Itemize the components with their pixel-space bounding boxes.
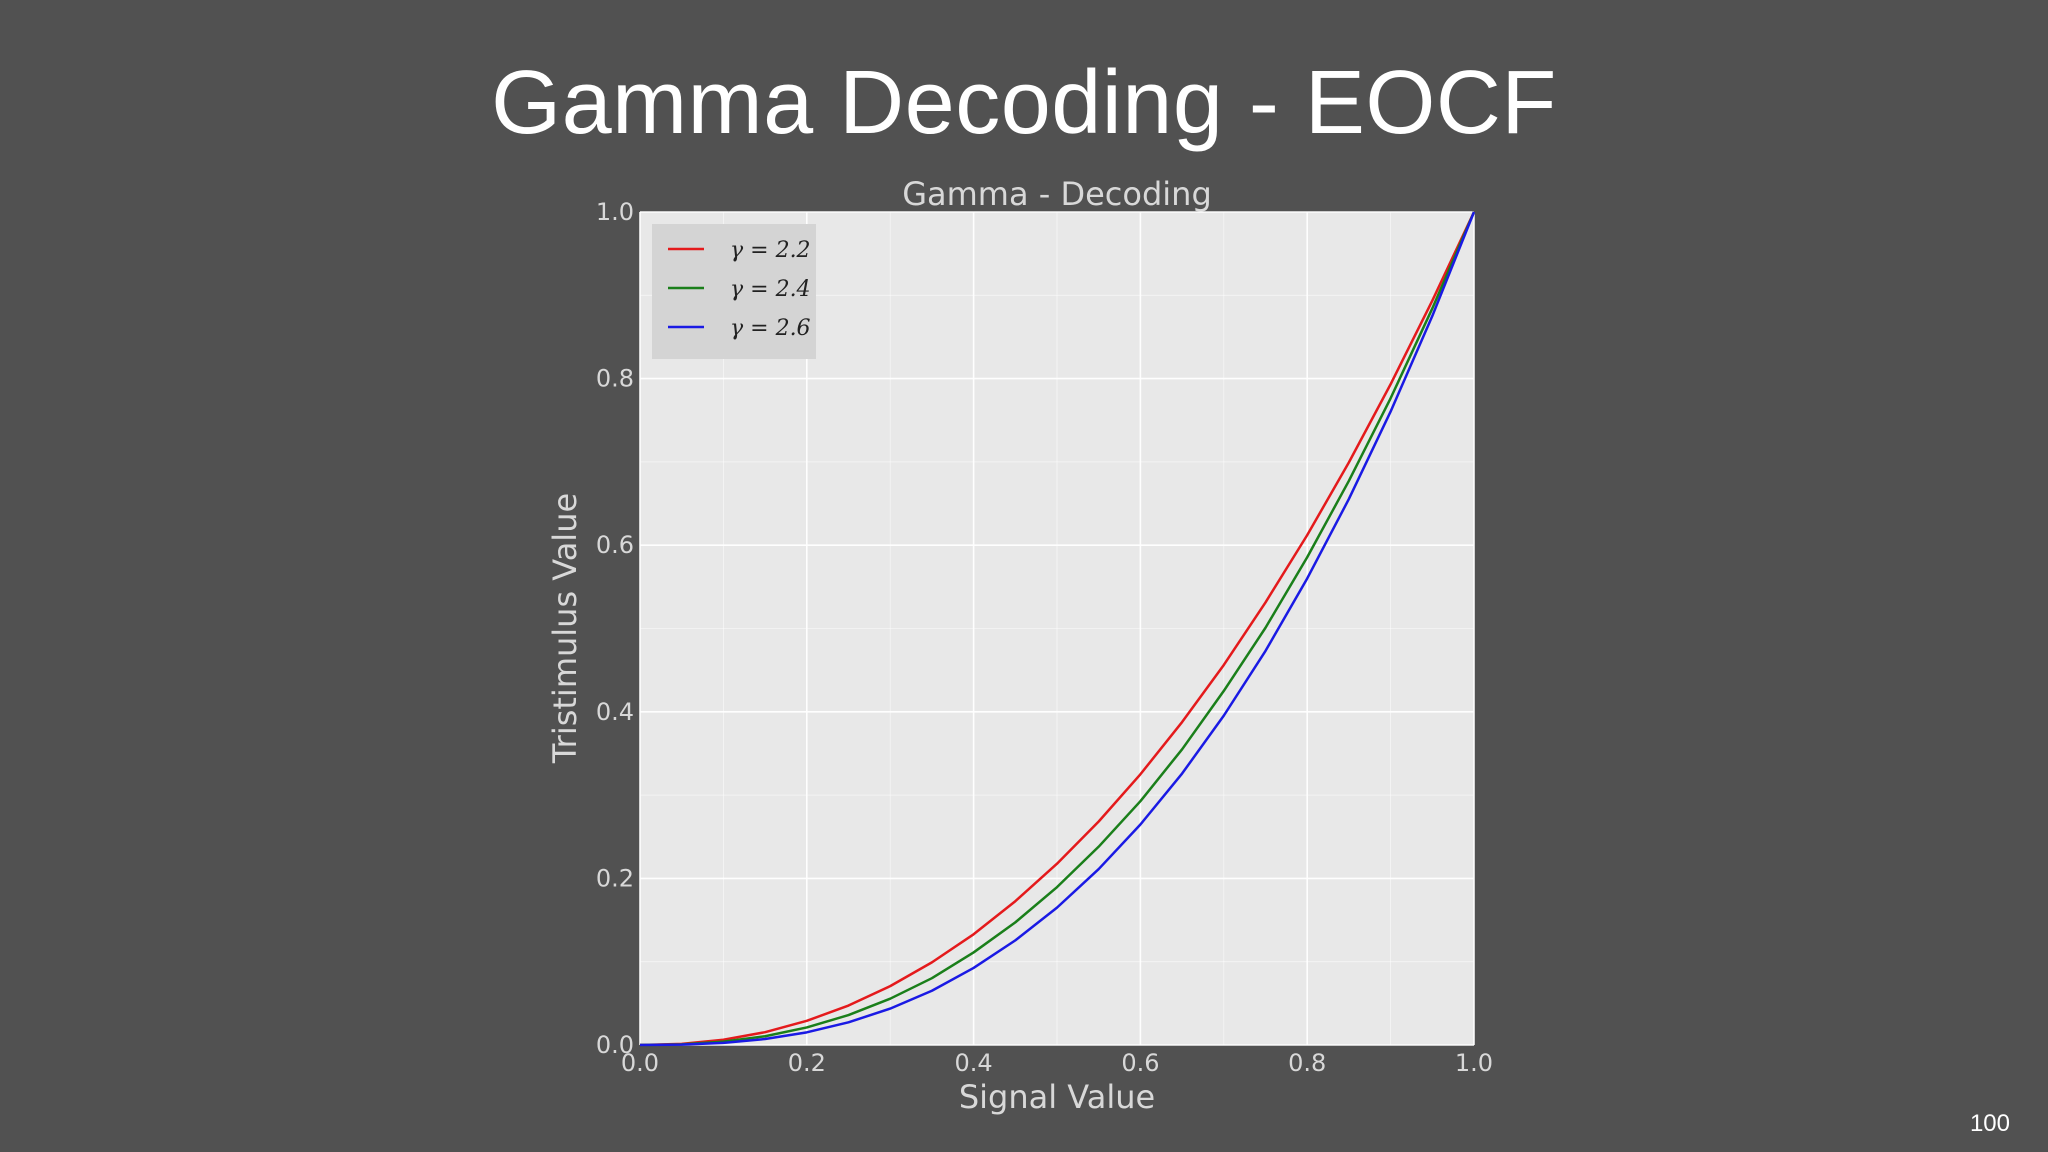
page-number: 100 (1969, 1110, 2010, 1137)
x-axis-label: Signal Value (959, 1078, 1155, 1116)
series-line-1 (639, 211, 1476, 1047)
slide-title: Gamma Decoding - EOCF (491, 53, 1557, 153)
legend: γ = 2.2 γ = 2.4 γ = 2.6 (652, 224, 816, 359)
series-line-3 (639, 211, 1476, 1047)
y-tick-label: 0.8 (596, 365, 634, 393)
y-axis-label: Tristimulus Value (546, 493, 584, 764)
x-tick-label: 0.6 (1121, 1049, 1159, 1077)
y-tick-label: 0.2 (596, 864, 634, 892)
x-tick-label: 0.2 (788, 1049, 826, 1077)
legend-label: γ = 2.4 (730, 277, 811, 302)
legend-label: γ = 2.6 (730, 316, 811, 341)
y-tick-label: 0.6 (596, 531, 634, 559)
y-tick-label: 0.4 (596, 698, 634, 726)
x-tick-label: 1.0 (1455, 1049, 1493, 1077)
y-tick-label: 1.0 (596, 198, 634, 226)
x-axis-ticks: 0.0 0.2 0.4 0.6 0.8 1.0 (621, 1049, 1493, 1077)
legend-box (652, 224, 816, 359)
series-lines (639, 211, 1476, 1047)
x-tick-label: 0.4 (955, 1049, 993, 1077)
series-line-2 (639, 211, 1476, 1047)
y-axis-ticks: 0.0 0.2 0.4 0.6 0.8 1.0 (596, 198, 634, 1059)
x-tick-label: 0.0 (621, 1049, 659, 1077)
legend-label: γ = 2.2 (730, 238, 811, 263)
x-tick-label: 0.8 (1288, 1049, 1326, 1077)
chart-title: Gamma - Decoding (902, 175, 1212, 213)
y-tick-label: 0.0 (596, 1031, 634, 1059)
